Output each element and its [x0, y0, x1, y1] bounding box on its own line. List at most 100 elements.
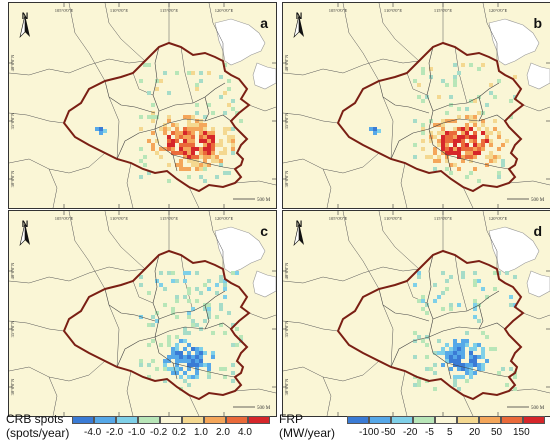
province-inner-border	[428, 336, 510, 378]
grid-cell	[373, 127, 377, 131]
grid-cell	[183, 279, 187, 283]
legend-tick-label: -4.0	[84, 427, 102, 438]
grid-cell	[505, 271, 509, 275]
grid-cell	[485, 335, 489, 339]
grid-cell	[199, 155, 203, 159]
grid-cell	[513, 75, 517, 79]
grid-cell	[469, 371, 473, 375]
grid-cell	[445, 355, 449, 359]
legend-swatch	[204, 416, 226, 424]
grid-cell	[485, 127, 489, 131]
grid-cell	[497, 371, 501, 375]
grid-cell	[425, 155, 429, 159]
north-arrow-icon: N	[17, 11, 33, 39]
grid-cell	[223, 295, 227, 299]
grid-cell	[445, 279, 449, 283]
grid-cell	[171, 151, 175, 155]
grid-cell	[235, 271, 239, 275]
grid-cell	[219, 139, 223, 143]
grid-cell	[191, 139, 195, 143]
grid-cell	[183, 331, 187, 335]
grid-cell	[191, 307, 195, 311]
grid-cell	[171, 139, 175, 143]
grid-cell	[481, 367, 485, 371]
grid-cell	[473, 119, 477, 123]
county-border	[400, 370, 408, 416]
grid-cell	[167, 339, 171, 343]
grid-cell	[187, 167, 191, 171]
grid-cell	[151, 131, 155, 135]
grid-cell	[477, 151, 481, 155]
grid-cell	[465, 363, 469, 367]
grid-cell	[183, 147, 187, 151]
grid-cell	[417, 95, 421, 99]
grid-cell	[453, 355, 457, 359]
province-inner-border	[154, 114, 232, 130]
grid-cell	[465, 339, 469, 343]
grid-cell	[139, 283, 143, 287]
grid-cell	[179, 355, 183, 359]
grid-cell	[509, 99, 513, 103]
grid-cell	[513, 387, 517, 391]
grid-cell	[175, 335, 179, 339]
lat-tick-label: 35°0'0"N	[284, 112, 289, 129]
grid-cell	[231, 99, 235, 103]
grid-cell	[195, 103, 199, 107]
grid-cell	[441, 131, 445, 135]
grid-cell	[461, 135, 465, 139]
legend-tick-label: 4.0	[238, 427, 252, 438]
grid-cell	[231, 139, 235, 143]
lat-tick-label: 30°0'0"N	[284, 170, 289, 187]
province-inner-border	[478, 96, 484, 122]
grid-cell	[219, 159, 223, 163]
grid-cell	[433, 135, 437, 139]
grid-cell	[191, 375, 195, 379]
grid-cell	[207, 363, 211, 367]
legend-swatch	[523, 416, 545, 424]
lat-tick-label: 40°0'0"N	[10, 54, 15, 71]
grid-cell	[505, 139, 509, 143]
north-arrow-icon: N	[291, 11, 307, 39]
grid-cell	[163, 127, 167, 131]
county-border	[482, 211, 498, 269]
grid-cell	[211, 151, 215, 155]
grid-cell	[489, 143, 493, 147]
grid-cell	[453, 143, 457, 147]
grid-cell	[497, 135, 501, 139]
grid-cell	[151, 143, 155, 147]
grid-cell	[187, 139, 191, 143]
grid-cell	[473, 343, 477, 347]
county-border	[283, 152, 380, 174]
grid-cell	[457, 151, 461, 155]
grid-cell	[187, 343, 191, 347]
grid-cell	[473, 307, 477, 311]
grid-cell	[509, 303, 513, 307]
grid-cell	[151, 103, 155, 107]
grid-cell	[493, 95, 497, 99]
grid-cell	[441, 135, 445, 139]
grid-cell	[179, 351, 183, 355]
grid-cell	[207, 163, 211, 167]
grid-cell	[195, 119, 199, 123]
grid-cell	[167, 135, 171, 139]
grid-cell	[437, 339, 441, 343]
grid-cell	[195, 371, 199, 375]
grid-cell	[481, 147, 485, 151]
county-border	[234, 388, 276, 394]
grid-cell	[187, 115, 191, 119]
grid-cell	[441, 139, 445, 143]
grid-cell	[465, 151, 469, 155]
grid-cell	[203, 115, 207, 119]
grid-cell	[441, 363, 445, 367]
grid-cell	[493, 159, 497, 163]
grid-cell	[187, 175, 191, 179]
grid-cell	[155, 151, 159, 155]
grid-cell	[171, 371, 175, 375]
grid-cell	[425, 343, 429, 347]
grid-cell	[441, 351, 445, 355]
legend-swatch	[116, 416, 138, 424]
province-inner-border	[154, 322, 232, 338]
province-inner-border	[104, 80, 156, 114]
grid-cell	[211, 159, 215, 163]
grid-cell	[191, 363, 195, 367]
